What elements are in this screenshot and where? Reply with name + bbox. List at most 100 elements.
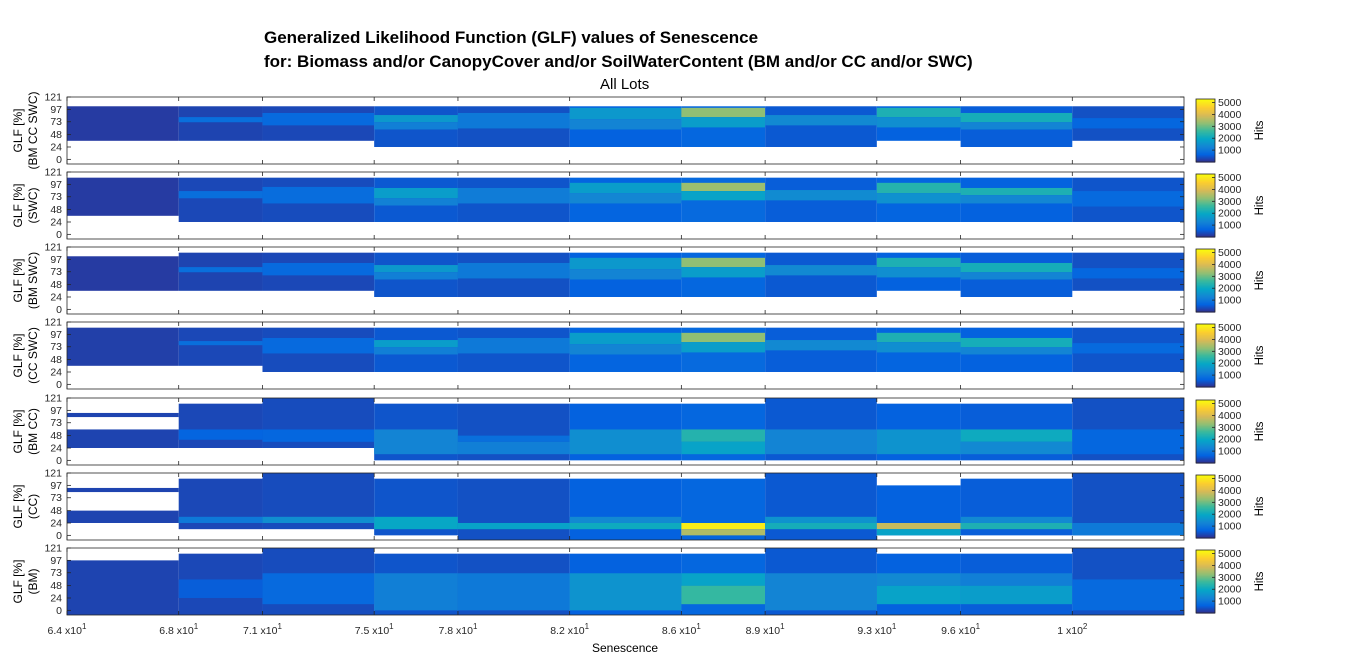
colorbar-swatch <box>1196 349 1215 351</box>
colorbar-swatch <box>1196 148 1215 150</box>
colorbar-swatch <box>1196 286 1215 289</box>
colorbar-swatch <box>1196 282 1215 285</box>
colorbar-swatch <box>1196 597 1215 599</box>
colorbar-swatch <box>1196 226 1215 229</box>
colorbar-swatch <box>1196 338 1215 341</box>
colorbar-label: Hits <box>1254 270 1266 290</box>
heatmap-cell <box>681 342 766 353</box>
heatmap-cell <box>960 262 1073 273</box>
colorbar-swatch <box>1196 156 1215 159</box>
y-tick-label: 97 <box>50 254 62 266</box>
colorbar-swatch <box>1196 559 1215 562</box>
colorbar-swatch <box>1196 489 1215 492</box>
heatmap-cell <box>178 341 263 346</box>
colorbar-swatch <box>1196 209 1215 212</box>
colorbar-swatch <box>1196 562 1215 565</box>
heatmap-cell <box>681 585 766 605</box>
y-tick-label: 24 <box>50 366 62 378</box>
colorbar-swatch <box>1196 205 1215 208</box>
colorbar-swatch <box>1196 437 1215 440</box>
colorbar-swatch <box>1196 358 1215 361</box>
colorbar-tick-label: 2000 <box>1218 509 1242 521</box>
heatmap-cell <box>681 441 766 455</box>
y-tick-label: 48 <box>50 430 62 442</box>
colorbar-swatch <box>1196 345 1215 347</box>
y-tick-label: 0 <box>56 379 62 391</box>
colorbar-swatch <box>1196 303 1215 306</box>
colorbar-swatch <box>1196 402 1215 404</box>
colorbar-swatch <box>1196 298 1215 300</box>
heatmap-cell <box>765 265 877 276</box>
colorbar-swatch <box>1196 486 1215 489</box>
colorbar-swatch <box>1196 100 1215 102</box>
colorbar-swatch <box>1196 372 1215 374</box>
colorbar-frame <box>1195 248 1216 313</box>
colorbar-swatch <box>1196 234 1215 237</box>
x-tick-label: 7.8 x101 <box>438 622 477 637</box>
colorbar-swatch <box>1196 364 1215 367</box>
colorbar-swatch <box>1196 400 1215 402</box>
colorbar-swatch <box>1196 558 1215 561</box>
colorbar-swatch <box>1196 595 1215 597</box>
heatmap-cell <box>67 177 179 216</box>
heatmap-cell <box>67 487 179 493</box>
colorbar-swatch <box>1196 340 1215 343</box>
y-tick-label: 24 <box>50 442 62 454</box>
colorbar-swatch <box>1196 490 1215 493</box>
colorbar-swatch <box>1196 188 1215 191</box>
colorbar-swatch <box>1196 263 1215 266</box>
heatmap-cell <box>960 573 1073 586</box>
y-axis-label: (BM CC) <box>26 408 40 455</box>
heatmap-cell <box>765 516 877 523</box>
heatmap-cell <box>1072 343 1184 354</box>
colorbar-swatch <box>1196 429 1215 432</box>
colorbar-swatch <box>1196 604 1215 607</box>
colorbar-tick-label: 1000 <box>1218 521 1242 533</box>
colorbar-swatch <box>1196 535 1215 538</box>
colorbar-swatch <box>1196 563 1215 566</box>
heatmap-cell <box>457 573 570 611</box>
colorbar-swatch <box>1196 155 1215 158</box>
colorbar-swatch <box>1196 576 1215 578</box>
colorbar-swatch <box>1196 184 1215 187</box>
colorbar-swatch <box>1196 605 1215 608</box>
colorbar-swatch <box>1196 414 1215 417</box>
colorbar-swatch <box>1196 249 1215 251</box>
heatmap-cell <box>262 112 375 126</box>
colorbar-swatch <box>1196 183 1215 186</box>
colorbar-swatch <box>1196 503 1215 505</box>
heatmap-cell <box>960 516 1073 523</box>
heatmap-cell <box>569 522 682 530</box>
colorbar-tick-label: 3000 <box>1218 422 1242 434</box>
y-axis-label: (BM) <box>26 569 40 595</box>
colorbar-swatch <box>1196 324 1215 326</box>
colorbar-swatch <box>1196 359 1215 362</box>
heatmap-cell <box>178 403 263 448</box>
colorbar-swatch <box>1196 435 1215 438</box>
colorbar-swatch <box>1196 482 1215 484</box>
colorbar-swatch <box>1196 583 1215 586</box>
heatmap-cell <box>67 106 179 141</box>
heatmap-cell <box>569 119 682 130</box>
colorbar-swatch <box>1196 222 1215 224</box>
y-tick-label: 121 <box>44 92 62 104</box>
colorbar-swatch <box>1196 431 1215 434</box>
colorbar-swatch <box>1196 150 1215 153</box>
heatmap-cell <box>569 429 682 455</box>
colorbar-swatch <box>1196 260 1215 263</box>
colorbar-swatch <box>1196 405 1215 407</box>
panel-axes-frame <box>66 397 1185 466</box>
y-tick-label: 24 <box>50 216 62 228</box>
heatmap-cell <box>457 435 570 442</box>
colorbar-swatch <box>1196 589 1215 592</box>
heatmap-cell <box>765 573 877 611</box>
colorbar-swatch <box>1196 101 1215 103</box>
heatmap-cell <box>67 256 179 291</box>
colorbar-swatch <box>1196 434 1215 437</box>
y-tick-label: 0 <box>56 154 62 166</box>
colorbar-swatch <box>1196 448 1215 450</box>
y-tick-label: 73 <box>50 492 62 504</box>
colorbar-swatch <box>1196 509 1215 512</box>
